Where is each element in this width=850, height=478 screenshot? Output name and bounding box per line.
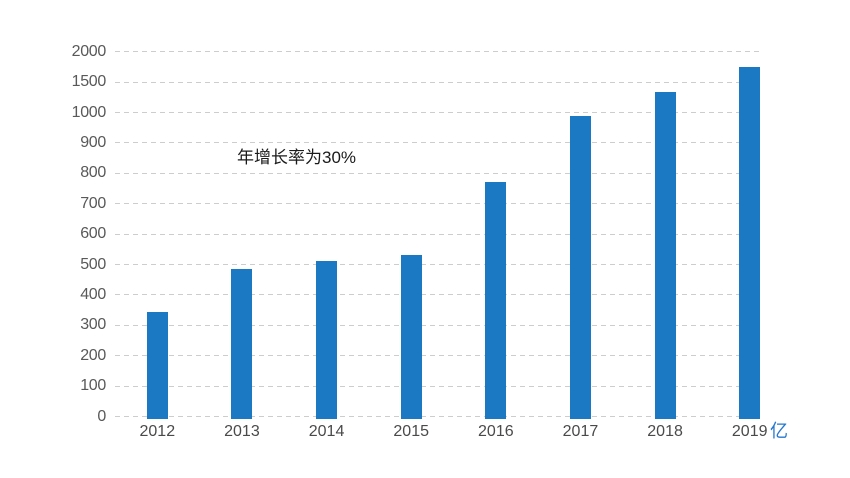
gridline-400 (115, 294, 762, 296)
y-tick-label-600: 600 (80, 225, 106, 243)
gridline-1500 (115, 81, 762, 83)
x-tick-label-2019: 2019 (731, 423, 768, 440)
x-tick-label-2014: 2014 (308, 423, 345, 440)
y-tick-label-500: 500 (80, 255, 106, 273)
x-tick-label-2017: 2017 (562, 423, 599, 440)
gridline-0 (115, 416, 762, 417)
x-tick-label-2012: 2012 (139, 423, 176, 440)
gridline-1000 (115, 112, 762, 113)
gridline-200 (115, 355, 762, 357)
annotation-growth-rate: 年增长率为30% (237, 148, 357, 167)
bar-2013 (231, 269, 253, 419)
bar-2016 (485, 181, 507, 419)
gridline-600 (115, 233, 762, 235)
bar-2015 (400, 254, 422, 419)
gridline-700 (115, 203, 762, 205)
gridline-800 (115, 172, 762, 174)
gridline-300 (115, 324, 762, 326)
gridline-100 (115, 385, 762, 387)
bar-2014 (316, 260, 338, 419)
x-tick-label-2013: 2013 (224, 423, 260, 440)
bar-2019 (739, 66, 761, 419)
y-tick-label-400: 400 (80, 285, 106, 303)
y-tick-label-700: 700 (80, 194, 106, 212)
y-tick-label-900: 900 (80, 133, 106, 151)
x-tick-label-2018: 2018 (647, 423, 683, 440)
bar-2017 (569, 115, 591, 419)
y-tick-label-1500: 1500 (71, 73, 107, 91)
y-tick-label-300: 300 (80, 316, 106, 334)
y-tick-label-800: 800 (80, 164, 106, 182)
y-tick-label-2000: 2000 (71, 42, 107, 60)
unit-label: 亿 (770, 421, 788, 441)
bar-2012 (146, 311, 168, 419)
bar-2018 (654, 92, 676, 419)
gridline-900 (115, 142, 762, 144)
gridline-500 (115, 264, 762, 265)
y-tick-label-200: 200 (80, 346, 106, 364)
x-tick-label-2015: 2015 (393, 423, 429, 440)
y-tick-label-0: 0 (97, 407, 106, 425)
gridline-2000 (115, 51, 762, 53)
y-tick-label-100: 100 (80, 377, 106, 395)
y-tick-label-1000: 1000 (71, 103, 107, 121)
x-tick-label-2016: 2016 (478, 423, 514, 440)
